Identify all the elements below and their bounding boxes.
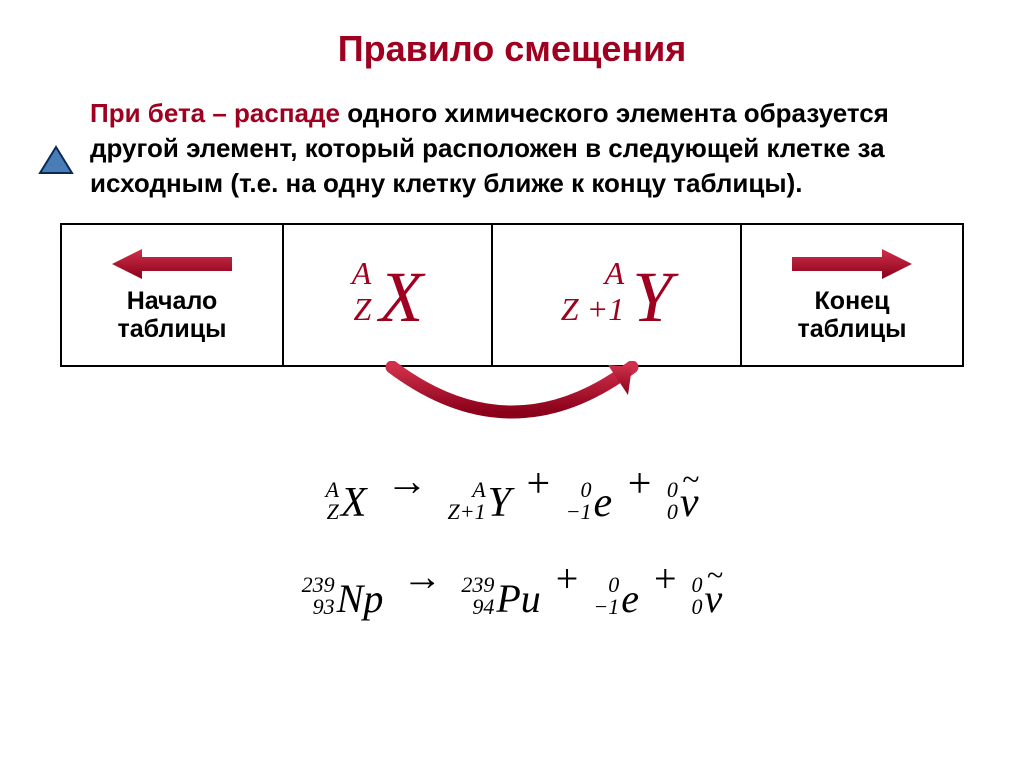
label-line: Конец bbox=[815, 287, 890, 315]
eq2-t2: 0−1 e bbox=[593, 574, 639, 622]
arrow-right-icon bbox=[792, 247, 912, 281]
sub: −1 bbox=[593, 596, 619, 618]
sym: X bbox=[341, 479, 367, 527]
sym: Pu bbox=[496, 575, 540, 622]
curved-arrow bbox=[0, 361, 1024, 438]
cell-start: Начало таблицы bbox=[62, 225, 284, 365]
sub: Z bbox=[352, 293, 372, 325]
sup: 239 bbox=[461, 574, 494, 596]
sup: 0 bbox=[593, 574, 619, 596]
plus-icon: + bbox=[628, 460, 652, 508]
sym: e bbox=[621, 575, 639, 622]
eq1-t3: 00 ν bbox=[667, 479, 699, 527]
nuclide-letter: X bbox=[379, 261, 423, 333]
eq1-t2: 0−1 e bbox=[566, 479, 613, 527]
eq2-t3: 00 ν bbox=[692, 574, 723, 622]
sym: ν bbox=[680, 479, 699, 527]
eq1-t1: AZ+1 Y bbox=[448, 479, 511, 527]
sub: 0 bbox=[692, 596, 703, 618]
eq1-lhs: AZ X bbox=[325, 479, 366, 527]
label-line: Начало bbox=[127, 287, 218, 315]
sym: Np bbox=[337, 575, 384, 622]
paragraph-lead: При бета – распаде bbox=[90, 98, 340, 128]
curved-arrow-icon bbox=[332, 361, 692, 433]
sup: 0 bbox=[566, 479, 592, 501]
equation-example: 23993 Np → 23994 Pu + 0−1 e + 00 ν bbox=[0, 555, 1024, 622]
cell-x: A Z X bbox=[284, 225, 493, 365]
cell-y: A Z +1 Y bbox=[493, 225, 742, 365]
sub: −1 bbox=[566, 501, 592, 523]
label-line: таблицы bbox=[118, 315, 227, 343]
rule-paragraph: При бета – распаде одного химического эл… bbox=[90, 96, 976, 201]
shift-diagram: Начало таблицы A Z X A Z +1 Y bbox=[60, 223, 964, 367]
nuclide-letter: Y bbox=[632, 261, 672, 333]
sub: 0 bbox=[667, 501, 678, 523]
eq2-t1: 23994 Pu bbox=[461, 574, 540, 622]
sup: A bbox=[352, 257, 372, 289]
nuclide-x: A Z X bbox=[352, 257, 424, 333]
sub: 93 bbox=[302, 596, 335, 618]
bullet-triangle-icon bbox=[38, 145, 74, 175]
sub: Z+1 bbox=[448, 501, 486, 523]
sym: e bbox=[594, 479, 613, 527]
cell-start-label: Начало таблицы bbox=[118, 287, 227, 345]
sup: A bbox=[561, 257, 624, 289]
arrow-icon: → bbox=[386, 458, 428, 506]
sub: 94 bbox=[461, 596, 494, 618]
sym: Y bbox=[488, 479, 511, 527]
sup: 239 bbox=[302, 574, 335, 596]
cell-end: Конец таблицы bbox=[742, 225, 962, 365]
sym: ν bbox=[705, 575, 723, 622]
sub: Z bbox=[325, 501, 338, 523]
page-title: Правило смещения bbox=[0, 0, 1024, 70]
sub: Z +1 bbox=[561, 293, 624, 325]
plus-icon: + bbox=[527, 460, 551, 508]
plus-icon: + bbox=[654, 555, 677, 602]
plus-icon: + bbox=[556, 555, 579, 602]
arrow-left-icon bbox=[112, 247, 232, 281]
sup: A bbox=[325, 479, 338, 501]
sup: 0 bbox=[692, 574, 703, 596]
sup: A bbox=[448, 479, 486, 501]
sup: 0 bbox=[667, 479, 678, 501]
eq2-lhs: 23993 Np bbox=[302, 574, 384, 622]
arrow-icon: → bbox=[402, 553, 442, 600]
equation-general: AZ X → AZ+1 Y + 0−1 e + 00 ν bbox=[0, 460, 1024, 527]
nuclide-y: A Z +1 Y bbox=[561, 257, 672, 333]
cell-end-label: Конец таблицы bbox=[798, 287, 907, 345]
label-line: таблицы bbox=[798, 315, 907, 343]
